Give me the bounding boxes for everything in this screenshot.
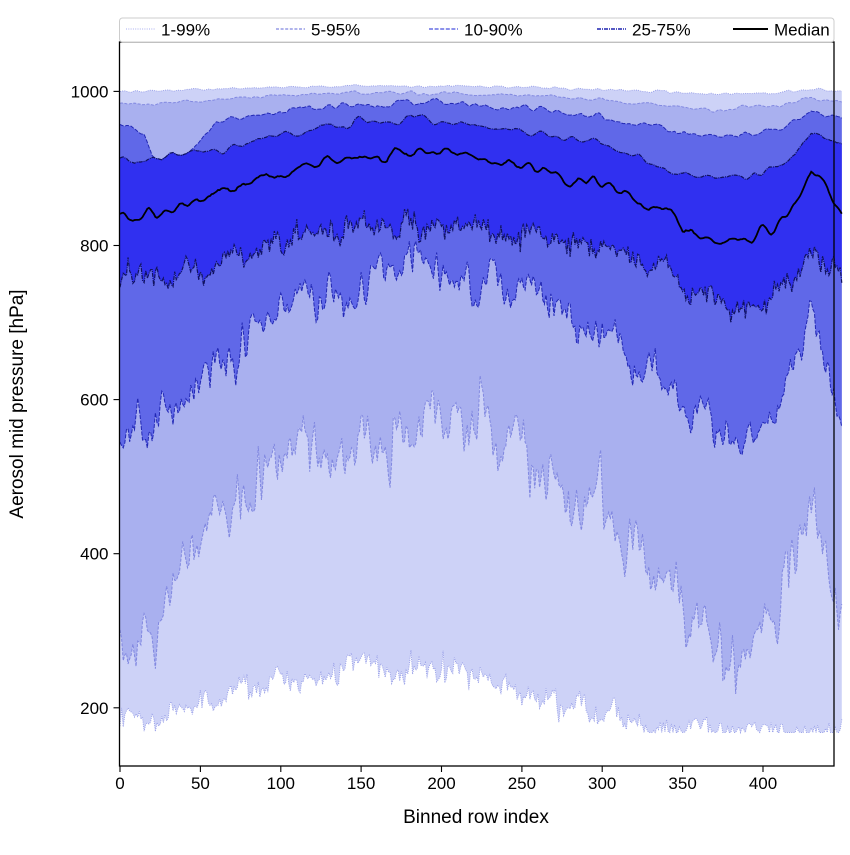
svg-text:0: 0: [115, 774, 124, 793]
svg-text:Median: Median: [774, 21, 830, 40]
svg-text:50: 50: [191, 774, 210, 793]
svg-text:800: 800: [80, 237, 108, 256]
svg-text:150: 150: [347, 774, 375, 793]
svg-text:25-75%: 25-75%: [632, 21, 691, 40]
svg-text:5-95%: 5-95%: [311, 21, 360, 40]
svg-text:400: 400: [749, 774, 777, 793]
svg-text:350: 350: [668, 774, 696, 793]
svg-text:Binned row index: Binned row index: [403, 807, 549, 828]
svg-text:1-99%: 1-99%: [161, 21, 210, 40]
svg-text:100: 100: [267, 774, 295, 793]
svg-text:10-90%: 10-90%: [464, 21, 523, 40]
svg-text:200: 200: [80, 699, 108, 718]
svg-text:Aerosol mid pressure [hPa]: Aerosol mid pressure [hPa]: [7, 289, 28, 518]
svg-text:1000: 1000: [71, 82, 109, 101]
svg-text:250: 250: [508, 774, 536, 793]
svg-text:600: 600: [80, 391, 108, 410]
svg-text:300: 300: [588, 774, 616, 793]
svg-text:200: 200: [427, 774, 455, 793]
svg-text:400: 400: [80, 545, 108, 564]
